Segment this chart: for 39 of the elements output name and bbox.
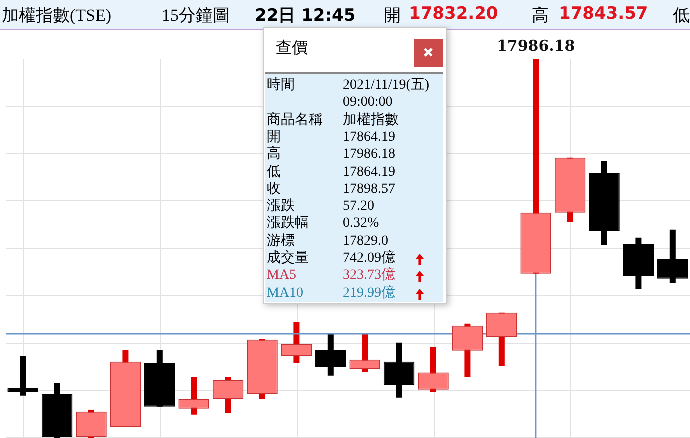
annotation: 時間 <box>267 78 295 94</box>
annotation: 57.20 <box>343 199 374 216</box>
annotation: 漲跌 <box>267 199 295 216</box>
candlestick <box>350 333 380 372</box>
annotation: 加權指數 <box>343 112 399 129</box>
annotation: 17986.18 <box>494 37 578 55</box>
annotation: 17898.57 <box>343 182 396 198</box>
text: 查價 <box>276 38 308 59</box>
chart-title: 加權指數(TSE) <box>2 5 112 27</box>
text: 17843.57 <box>559 4 648 24</box>
annotation: 742.09億 <box>343 251 396 267</box>
annotation: 0.32% <box>343 216 380 232</box>
annotation: MA10 <box>267 286 304 302</box>
annotation: 游標 <box>267 234 295 250</box>
annotation: 收 <box>267 182 281 198</box>
chart-subtitle: 15分鐘圖 <box>162 5 230 27</box>
annotation: 17864.19 <box>343 164 396 180</box>
annotation: MA5 <box>267 268 297 284</box>
text: 低 <box>673 5 690 27</box>
annotation: 09:00:00 <box>343 95 393 112</box>
annotation: 2021/11/19(五) <box>343 78 430 94</box>
annotation: 商品名稱 <box>267 112 323 129</box>
annotation: 漲跌幅 <box>267 216 309 232</box>
candlestick <box>8 356 38 396</box>
annotation: 219.99億 <box>343 286 396 302</box>
annotation: 17829.0 <box>343 234 388 250</box>
text: 開 <box>384 5 401 27</box>
text: 22日 12:45 <box>255 5 356 27</box>
annotation: 17864.19 <box>343 130 396 146</box>
annotation: 323.73億 <box>343 268 396 284</box>
annotation: 高 <box>267 147 281 164</box>
annotation: 成交量 <box>267 251 309 267</box>
text: 高 <box>532 5 549 27</box>
annotation: 開 <box>267 130 281 146</box>
text: 17832.20 <box>409 4 498 24</box>
candlestick <box>281 322 312 363</box>
candlestick <box>178 376 210 415</box>
annotation: 17986.18 <box>343 147 396 164</box>
annotation: 低 <box>267 164 281 180</box>
